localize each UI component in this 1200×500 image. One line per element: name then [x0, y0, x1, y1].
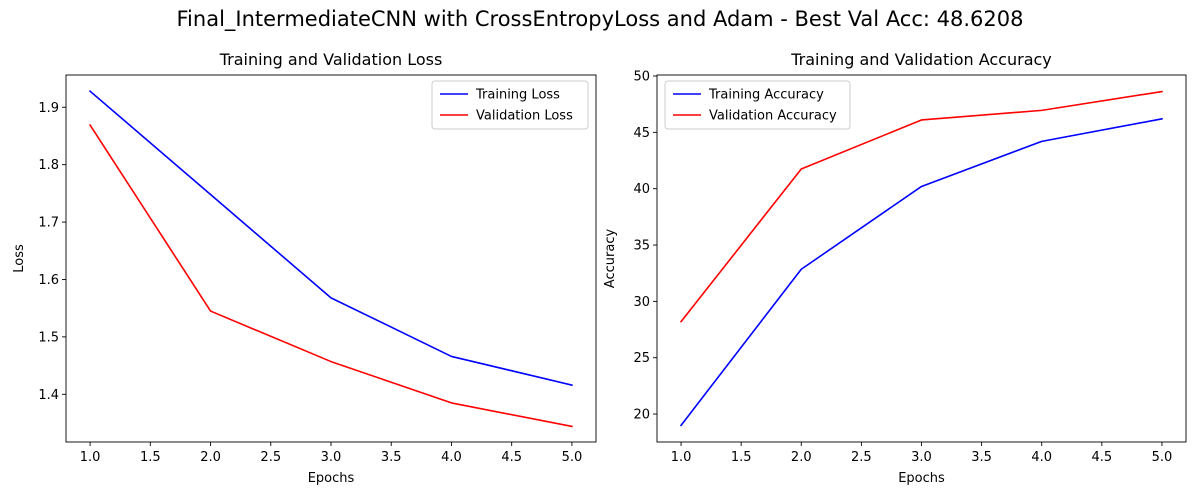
- loss-legend-label-1: Validation Loss: [476, 109, 573, 124]
- loss-x-tick-label: 1.5: [140, 450, 161, 465]
- accuracy-legend-box: [664, 80, 851, 130]
- accuracy-y-tick-label: 20: [633, 408, 650, 423]
- accuracy-chart-title: Training and Validation Accuracy: [790, 50, 1052, 69]
- accuracy-series-line-1: [679, 90, 1163, 323]
- accuracy-legend-label-0: Training Accuracy: [708, 88, 824, 103]
- loss-chart-title: Training and Validation Loss: [219, 50, 443, 69]
- figure-suptitle: Final_IntermediateCNN with CrossEntropyL…: [177, 7, 1024, 32]
- accuracy-x-tick-label: 2.0: [791, 450, 812, 465]
- accuracy-chart: Training and Validation Accuracy 1.0 1.5 2.…: [603, 50, 1187, 486]
- accuracy-x-tick-label: 4.5: [1091, 450, 1112, 465]
- accuracy-x-tick-label: 4.0: [1031, 450, 1052, 465]
- accuracy-y-tick-label: 25: [633, 351, 650, 366]
- loss-y-tick-label: 1.8: [38, 158, 59, 173]
- loss-x-tick-label: 4.0: [441, 450, 462, 465]
- loss-y-tick-label: 1.4: [38, 388, 59, 403]
- accuracy-y-tick-label: 35: [633, 239, 650, 254]
- loss-series-line-0: [88, 90, 573, 387]
- loss-x-tick-label: 3.0: [321, 450, 342, 465]
- loss-x-tick-label: 4.5: [501, 450, 522, 465]
- loss-y-tick-label: 1.9: [38, 101, 59, 116]
- loss-series-line-1: [88, 123, 573, 428]
- accuracy-x-tick-label: 2.5: [851, 450, 872, 465]
- accuracy-x-axis-label: Epochs: [898, 471, 945, 486]
- accuracy-y-tick-label: 40: [633, 182, 650, 197]
- loss-x-tick-label: 1.0: [80, 450, 101, 465]
- loss-x-tick-label: 5.0: [562, 450, 583, 465]
- loss-x-axis-label: Epochs: [308, 471, 355, 486]
- loss-y-axis-label: Loss: [12, 244, 27, 273]
- loss-x-tick-label: 2.5: [260, 450, 281, 465]
- accuracy-x-tick-label: 5.0: [1152, 450, 1173, 465]
- loss-x-tick-label: 3.5: [381, 450, 402, 465]
- loss-legend: Training Loss Validation Loss: [431, 80, 589, 130]
- accuracy-x-tick-label: 3.5: [971, 450, 992, 465]
- accuracy-series-line-0: [679, 117, 1163, 427]
- loss-axes-frame: [65, 74, 597, 443]
- accuracy-legend: Training Accuracy Validation Accuracy: [664, 80, 851, 130]
- accuracy-y-axis-label: Accuracy: [603, 229, 618, 289]
- loss-y-tick-label: 1.7: [38, 216, 59, 231]
- accuracy-legend-label-1: Validation Accuracy: [709, 109, 837, 124]
- accuracy-y-tick-label: 50: [633, 70, 650, 85]
- loss-y-tick-label: 1.6: [38, 273, 59, 288]
- accuracy-x-tick-label: 3.0: [911, 450, 932, 465]
- accuracy-x-tick-label: 1.0: [671, 450, 692, 465]
- loss-legend-label-0: Training Loss: [475, 88, 560, 103]
- loss-y-tick-label: 1.5: [38, 330, 59, 345]
- loss-legend-box: [431, 80, 589, 130]
- accuracy-x-tick-label: 1.5: [731, 450, 752, 465]
- loss-chart: Training and Validation Loss 1.0 1.5 2.0 2.5…: [12, 50, 597, 486]
- loss-x-tick-label: 2.0: [200, 450, 221, 465]
- accuracy-axes-frame: [656, 74, 1187, 443]
- accuracy-y-tick-label: 45: [633, 126, 650, 141]
- accuracy-y-tick-label: 30: [633, 295, 650, 310]
